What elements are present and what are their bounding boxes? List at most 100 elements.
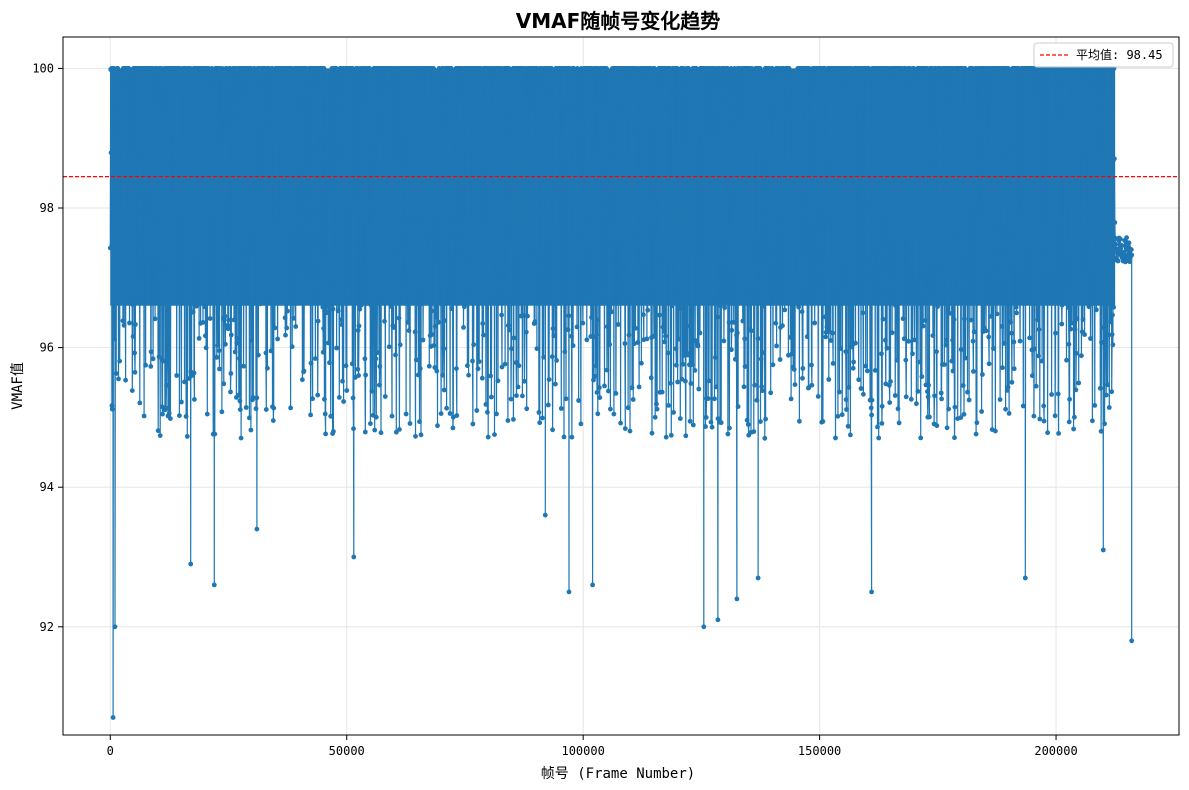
series-point: [410, 232, 415, 238]
series-point: [900, 247, 906, 253]
series-point: [586, 295, 592, 301]
x-tick-label: 200000: [1034, 744, 1077, 758]
series-point: [351, 554, 357, 560]
series-point: [472, 242, 477, 247]
series-point: [290, 155, 296, 161]
series-point: [345, 177, 351, 183]
series-point: [293, 324, 299, 329]
series-point: [118, 295, 123, 301]
series-point: [452, 151, 458, 157]
series-point: [638, 217, 644, 223]
series-point: [168, 416, 173, 421]
series-point: [538, 207, 544, 212]
series-point: [1102, 421, 1107, 427]
series-point: [798, 190, 803, 196]
series-point: [812, 240, 818, 246]
series-point: [659, 254, 664, 260]
series-point: [486, 78, 492, 84]
series-point: [838, 92, 844, 98]
series-point: [713, 384, 719, 390]
series-point: [355, 366, 361, 372]
series-point: [1095, 185, 1101, 190]
series-point: [153, 204, 159, 210]
series-point: [278, 278, 284, 284]
series-point: [196, 336, 202, 341]
series-point: [1004, 150, 1010, 156]
series-point: [386, 169, 391, 175]
series-point: [185, 151, 191, 157]
series-point: [595, 106, 601, 112]
series-point: [490, 156, 495, 161]
series-point: [863, 203, 869, 208]
series-point: [1059, 260, 1064, 266]
series-point: [452, 256, 458, 261]
series-point: [855, 292, 861, 298]
series-point: [182, 379, 187, 385]
series-point: [189, 70, 195, 76]
series-point: [1108, 319, 1113, 325]
series-point: [791, 194, 796, 200]
series-point: [655, 74, 660, 80]
series-point: [1038, 86, 1043, 92]
series-point: [274, 253, 280, 258]
series-point: [322, 396, 327, 402]
series-point: [809, 133, 815, 139]
series-point: [186, 232, 191, 238]
series-point: [937, 260, 942, 266]
series-point: [1028, 222, 1034, 228]
series-point: [674, 66, 680, 71]
series-point: [327, 360, 332, 366]
series-point: [193, 303, 199, 309]
series-point: [937, 230, 943, 235]
series-point: [191, 370, 197, 376]
series-point: [576, 398, 581, 403]
series-point: [760, 350, 766, 355]
series-point: [443, 101, 448, 107]
series-point: [1092, 403, 1098, 408]
series-point: [249, 338, 255, 343]
series-point: [728, 66, 734, 71]
series-point: [769, 177, 774, 182]
series-point: [134, 102, 140, 107]
series-point: [1105, 79, 1111, 84]
series-point: [890, 150, 896, 156]
series-point: [322, 411, 328, 417]
series-point: [664, 107, 670, 112]
series-point: [1011, 339, 1017, 345]
series-point: [158, 226, 164, 232]
series-point: [595, 411, 601, 417]
series-point: [683, 433, 689, 439]
series-point: [699, 266, 705, 272]
series-point: [223, 341, 228, 347]
series-point: [1021, 159, 1027, 164]
series-point: [279, 170, 284, 176]
series-point: [175, 181, 181, 187]
series-point: [317, 218, 323, 223]
series-point: [566, 89, 571, 95]
series-point: [1020, 96, 1026, 102]
series-point: [284, 325, 290, 331]
series-point: [1032, 270, 1038, 276]
series-point: [893, 242, 899, 248]
series-point: [532, 319, 538, 324]
series-point: [534, 346, 540, 351]
series-point: [288, 405, 293, 411]
series-point: [517, 120, 522, 126]
series-point: [1059, 302, 1065, 308]
series-point: [814, 256, 820, 262]
series-point: [1017, 295, 1023, 301]
series-point: [512, 194, 518, 200]
series-point: [580, 320, 586, 326]
series-point: [892, 393, 898, 398]
series-point: [358, 302, 364, 308]
series-point: [618, 420, 623, 426]
series-point: [707, 152, 713, 158]
series-point: [176, 215, 182, 220]
series-point: [726, 230, 731, 235]
series-point: [1085, 102, 1091, 108]
series-point: [762, 435, 768, 441]
series-point: [856, 180, 862, 185]
series-point: [965, 389, 970, 395]
series-point: [756, 92, 761, 98]
series-point: [365, 279, 370, 284]
